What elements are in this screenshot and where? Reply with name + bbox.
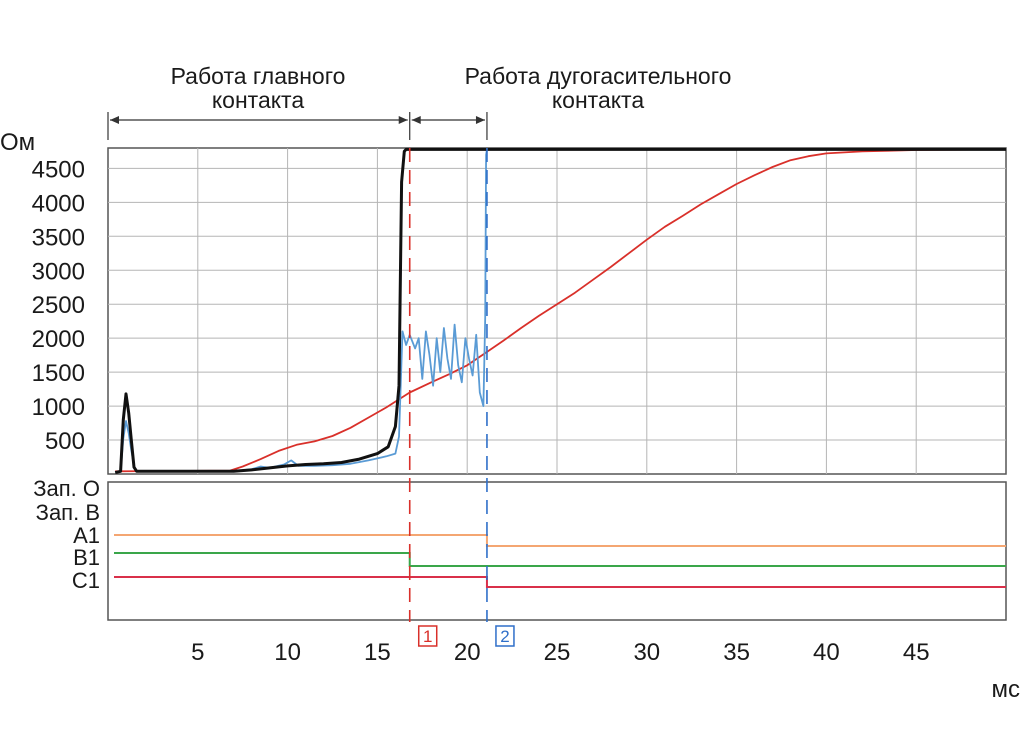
x-tick-label: 45 [903, 639, 930, 666]
x-tick-label: 10 [274, 639, 301, 666]
phase-arrowhead-right [398, 116, 408, 124]
marker-label: 2 [500, 627, 509, 646]
signal-label: Зап. О [33, 476, 100, 501]
series-line [114, 147, 1006, 475]
phase-label: Работа главного [171, 63, 346, 89]
x-axis-label: мс [992, 676, 1021, 703]
y-tick-label: 1500 [32, 360, 85, 387]
series-line [115, 148, 1007, 473]
x-tick-label: 35 [723, 639, 750, 666]
y-tick-label: 4000 [32, 190, 85, 217]
signal-trace [114, 552, 1006, 567]
x-tick-label: 40 [813, 639, 840, 666]
marker-box [495, 625, 515, 647]
signal-label: C1 [72, 568, 100, 593]
phase-arrowhead-left [411, 116, 421, 124]
plot-area-bottom [107, 481, 1007, 621]
y-tick-label: 4500 [32, 156, 85, 183]
signal-label: A1 [73, 523, 100, 548]
phase-label: Работа дугогасительного [465, 63, 732, 89]
x-tick-label: 30 [633, 639, 660, 666]
x-tick-label: 5 [191, 639, 204, 666]
signal-trace [114, 576, 1006, 588]
phase-label: контакта [552, 87, 644, 113]
marker-label: 1 [423, 627, 432, 646]
y-tick-label: 3500 [32, 224, 85, 251]
x-tick-label: 25 [544, 639, 571, 666]
y-tick-label: 2000 [32, 326, 85, 353]
y-tick-label: 1000 [32, 394, 85, 421]
y-tick-label: 3000 [32, 258, 85, 285]
x-tick-label: 15 [364, 639, 391, 666]
signal-label: Зап. В [36, 500, 100, 525]
y-axis-label: Ом [0, 129, 35, 156]
y-tick-label: 2500 [32, 292, 85, 319]
phase-label: контакта [212, 87, 304, 113]
marker-box [417, 625, 438, 647]
phase-arrowhead-right [475, 116, 485, 124]
signal-trace [114, 534, 1006, 547]
signal-label: B1 [73, 545, 100, 570]
x-tick-label: 20 [454, 639, 481, 666]
y-tick-label: 500 [45, 428, 85, 455]
phase-arrowhead-left [110, 116, 119, 124]
x-axis: 5 10 15 20 25 30 35 40 45 мс [191, 639, 1020, 703]
